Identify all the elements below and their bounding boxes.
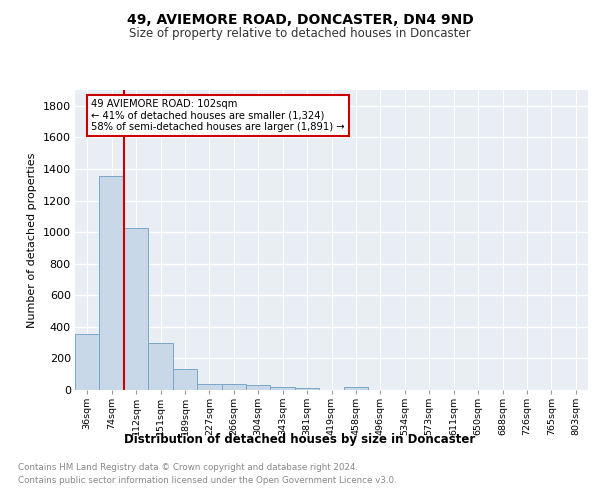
Text: 49, AVIEMORE ROAD, DONCASTER, DN4 9ND: 49, AVIEMORE ROAD, DONCASTER, DN4 9ND [127, 12, 473, 26]
Bar [173, 370, 197, 390]
Bar [246, 386, 271, 390]
Bar [344, 387, 368, 390]
Text: 49 AVIEMORE ROAD: 102sqm
← 41% of detached houses are smaller (1,324)
58% of sem: 49 AVIEMORE ROAD: 102sqm ← 41% of detach… [91, 98, 344, 132]
Bar [75, 334, 100, 390]
Y-axis label: Number of detached properties: Number of detached properties [27, 152, 37, 328]
Bar [295, 388, 319, 390]
Bar [197, 384, 221, 390]
Text: Contains public sector information licensed under the Open Government Licence v3: Contains public sector information licen… [18, 476, 397, 485]
Bar [221, 384, 246, 390]
Bar [100, 176, 124, 390]
Bar [124, 228, 148, 390]
Bar [271, 387, 295, 390]
Text: Distribution of detached houses by size in Doncaster: Distribution of detached houses by size … [124, 432, 476, 446]
Text: Contains HM Land Registry data © Crown copyright and database right 2024.: Contains HM Land Registry data © Crown c… [18, 462, 358, 471]
Text: Size of property relative to detached houses in Doncaster: Size of property relative to detached ho… [129, 28, 471, 40]
Bar [148, 344, 173, 390]
